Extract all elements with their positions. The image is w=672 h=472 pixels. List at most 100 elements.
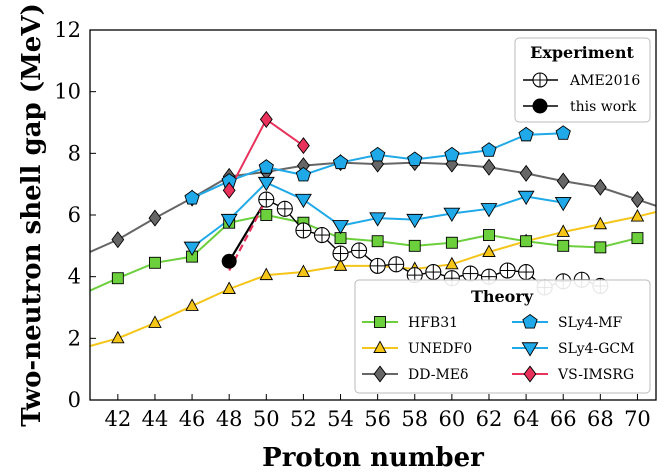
- legend-experiment-box: [514, 37, 651, 123]
- x-tick-label: 48: [216, 407, 243, 431]
- data-point-hfb31: [111, 272, 124, 285]
- legend-marker-this-work: [532, 98, 548, 114]
- data-point-sly4-gcm: [332, 220, 350, 235]
- data-point-unedf0: [148, 315, 162, 328]
- x-tick-label: 60: [439, 407, 466, 431]
- data-point-dd-medelta: [111, 231, 125, 249]
- y-tick-label: 0: [68, 388, 81, 412]
- series-markers-sly4-gcm: [183, 176, 572, 256]
- data-point-ame2016: [276, 200, 293, 217]
- data-point-sly4-mf: [184, 190, 200, 205]
- data-point-hfb31: [260, 209, 273, 221]
- legend-label-unedf0: UNEDF0: [408, 341, 472, 357]
- data-point-ame2016: [425, 263, 442, 281]
- series-hfb31: [90, 213, 638, 292]
- data-point-sly4-gcm: [480, 203, 498, 218]
- axis-layer: Two-neutron shell gap (MeV) Proton numbe…: [17, 3, 657, 472]
- legend-marker-unedf0: [373, 340, 387, 353]
- data-point-vs-imsrg: [259, 110, 273, 128]
- legend-label-dd-medelta: DD-MEδ: [408, 367, 468, 383]
- data-point-sly4-mf: [295, 166, 312, 182]
- data-point-unedf0: [111, 330, 125, 344]
- data-point-sly4-gcm: [406, 213, 424, 229]
- x-tick-label: 62: [476, 407, 503, 431]
- series-markers-sly4-mf: [184, 125, 571, 205]
- x-tick-label: 42: [104, 407, 131, 431]
- data-point-dd-medelta: [631, 191, 644, 209]
- data-point-hfb31: [445, 236, 458, 249]
- legend-label-hfb31: HFB31: [408, 315, 458, 331]
- data-point-sly4-mf: [370, 146, 386, 162]
- legend-marker-sly4-gcm: [521, 342, 539, 357]
- data-point-sly4-mf: [258, 159, 274, 174]
- data-point-hfb31: [557, 239, 570, 252]
- y-tick-label: 12: [54, 18, 81, 42]
- data-point-unedf0: [445, 256, 459, 270]
- legend-label-sly4-gcm: SLy4-GCM: [558, 341, 634, 357]
- data-point-ame2016: [369, 257, 386, 274]
- data-point-unedf0: [556, 224, 570, 237]
- data-point-dd-medelta: [482, 158, 496, 176]
- data-point-hfb31: [371, 235, 384, 248]
- series-line-hfb31: [90, 213, 638, 292]
- x-tick-label: 50: [253, 407, 280, 431]
- x-tick-label: 54: [327, 407, 354, 431]
- data-point-vs-imsrg: [296, 137, 310, 155]
- data-point-ame2016: [388, 256, 405, 273]
- data-point-hfb31: [149, 256, 161, 269]
- data-point-this-work: [221, 253, 237, 269]
- y-tick-label: 4: [68, 265, 81, 289]
- data-point-hfb31: [520, 235, 533, 248]
- data-point-sly4-mf: [481, 142, 497, 157]
- y-axis-title: Two-neutron shell gap (MeV): [17, 3, 47, 427]
- data-point-vs-imsrg: [222, 181, 236, 199]
- data-point-ame2016: [351, 242, 368, 259]
- legend-label-vs-imsrg: VS-IMSRG: [557, 367, 634, 383]
- legend-experiment-title: Experiment: [530, 43, 634, 62]
- data-point-unedf0: [296, 264, 311, 277]
- y-tick-label: 2: [68, 326, 81, 350]
- data-point-unedf0: [185, 298, 199, 311]
- x-tick-label: 44: [142, 407, 169, 431]
- data-point-ame2016: [295, 222, 312, 239]
- legend-marker-hfb31: [374, 316, 386, 328]
- x-tick-label: 52: [290, 407, 317, 431]
- plot-layer: [90, 110, 656, 348]
- legend-marker-ame2016: [532, 72, 548, 88]
- legend-theory: Theory HFB31 UNEDF0 DD-MEδ SLy4-MF SLy4-GCM VS…: [354, 279, 651, 394]
- legend-marker-vs-imsrg: [523, 365, 537, 383]
- data-point-hfb31: [408, 239, 421, 252]
- data-point-ame2016: [313, 226, 331, 244]
- data-point-dd-medelta: [519, 164, 533, 182]
- legend-experiment: Experiment AME2016 this work: [514, 37, 651, 123]
- data-point-dd-medelta: [556, 172, 570, 190]
- x-tick-label: 64: [513, 407, 540, 431]
- data-point-dd-medelta: [593, 178, 607, 196]
- data-point-sly4-gcm: [257, 176, 275, 192]
- legend-theory-box: [354, 279, 651, 394]
- legend-marker-dd-medelta: [373, 365, 387, 383]
- series-markers-this-work: [221, 253, 237, 269]
- data-point-unedf0: [630, 208, 645, 222]
- data-point-unedf0: [333, 258, 348, 271]
- y-tick-label: 6: [68, 203, 81, 227]
- series-markers-hfb31: [111, 209, 644, 285]
- data-point-sly4-gcm: [443, 207, 461, 223]
- data-point-sly4-gcm: [183, 241, 201, 256]
- data-point-unedf0: [259, 267, 274, 281]
- data-point-hfb31: [594, 241, 607, 254]
- x-tick-label: 56: [364, 407, 391, 431]
- x-tick-label: 58: [401, 407, 428, 431]
- x-tick-label: 66: [550, 407, 577, 431]
- data-point-unedf0: [222, 281, 236, 294]
- data-point-dd-medelta: [148, 209, 162, 227]
- data-point-unedf0: [593, 216, 608, 230]
- legend-label-sly4-mf: SLy4-MF: [558, 315, 623, 331]
- x-tick-label: 46: [179, 407, 206, 431]
- data-point-sly4-gcm: [554, 196, 572, 212]
- data-point-sly4-mf: [444, 146, 460, 162]
- series-markers-vs-imsrg: [222, 110, 310, 199]
- data-point-hfb31: [631, 232, 644, 245]
- data-point-sly4-mf: [555, 125, 571, 140]
- data-point-ame2016: [499, 262, 516, 279]
